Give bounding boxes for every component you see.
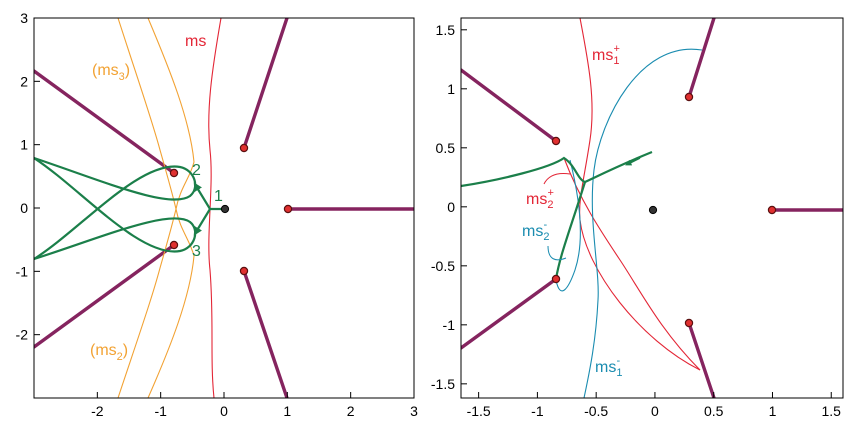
- left-origin-point: [220, 204, 230, 214]
- left-x-tick-label: 0: [220, 403, 228, 419]
- left-label-path-1: 1: [214, 188, 223, 205]
- right-x-tick-label: 1: [769, 403, 777, 419]
- right-branch-point-lower-right: [684, 318, 694, 328]
- right-x-tick-label: 0.5: [704, 403, 724, 419]
- left-y-tick-label: 0: [20, 200, 28, 216]
- left-x-tick-label: -2: [91, 403, 104, 419]
- right-ms2-minus-curve: [555, 159, 581, 292]
- right-ms1-plus-curve: [579, 18, 701, 371]
- right-ms1-minus-curve: [583, 48, 703, 398]
- right-branch-point-upper-right: [684, 92, 694, 102]
- right-plot-area: [461, 18, 843, 398]
- right-y-tick-label: 0: [447, 199, 455, 215]
- left-y-tick-label: -1: [16, 263, 29, 279]
- left-branch-point-upper-right: [239, 143, 249, 153]
- right-x-tick-label: -1.5: [467, 403, 491, 419]
- left-ms3-curve: [117, 18, 177, 210]
- right-branch-cut-lower-left: [461, 277, 558, 350]
- right-x-tick-label: 1.5: [822, 403, 842, 419]
- right-axis-ticks: -1.5 -1 -0.5 0 0.5 1 1.5 1.5 1 0.5 0 -0.5 -1 -1.5: [431, 22, 841, 419]
- left-y-tick-label: -2: [16, 327, 29, 343]
- right-label-ms1-minus: ms1-: [595, 355, 622, 379]
- left-branch-cut-upper-right: [242, 18, 289, 150]
- left-x-tick-label: 1: [283, 403, 291, 419]
- left-ms3-curve-lower: [147, 18, 195, 210]
- right-branch-point-upper-left: [551, 136, 561, 146]
- left-label-ms: ms: [185, 33, 206, 50]
- right-y-tick-label: -0.5: [431, 258, 455, 274]
- left-plot-area: [34, 18, 414, 398]
- right-ms2-minus-pointer: [547, 245, 567, 261]
- right-ms2-plus-curve: [563, 157, 701, 371]
- right-y-tick-label: -1.5: [431, 376, 455, 392]
- left-y-tick-label: 1: [20, 137, 28, 153]
- right-y-tick-label: 0.5: [436, 140, 456, 156]
- right-x-tick-label: -1: [531, 403, 544, 419]
- right-ms2-plus-pointer: [543, 173, 571, 185]
- right-steepest-path-lower: [554, 181, 587, 280]
- right-y-tick-label: 1: [447, 81, 455, 97]
- left-branch-point-right: [283, 204, 293, 214]
- left-ms2-curve-lower: [147, 208, 195, 398]
- right-label-ms2-plus: ms2+: [526, 187, 554, 211]
- right-label-ms1-plus: ms1+: [592, 43, 620, 67]
- left-label-path-2: 2: [192, 162, 201, 179]
- left-path-lower: [34, 157, 197, 261]
- right-branch-point-right: [767, 205, 777, 215]
- right-x-tick-label: -0.5: [584, 403, 608, 419]
- right-branch-cut-upper-left: [461, 68, 558, 143]
- left-y-tick-label: 3: [20, 10, 28, 26]
- left-branch-cut-upper-left: [34, 69, 176, 175]
- right-branch-cut-lower-right: [687, 321, 716, 398]
- left-branch-point-lower-right: [239, 266, 249, 276]
- left-x-tick-label: 2: [347, 403, 355, 419]
- right-origin-point: [648, 205, 658, 215]
- right-y-tick-label: 1.5: [436, 22, 456, 38]
- left-branch-point-upper-left: [169, 168, 179, 178]
- left-label-ms2: (ms2): [90, 342, 128, 363]
- left-y-tick-label: 2: [20, 73, 28, 89]
- right-y-tick-label: -1: [443, 317, 456, 333]
- left-ms2-curve: [117, 208, 177, 398]
- right-plot: -1.5 -1 -0.5 0 0.5 1 1.5 1.5 1 0.5 0 -0.5 -1 -1.5 ms1…: [431, 17, 844, 419]
- left-x-tick-label: -1: [154, 403, 167, 419]
- left-branch-cut-lower-right: [242, 269, 289, 398]
- right-path-arrow: [625, 157, 641, 166]
- right-x-tick-label: 0: [651, 403, 659, 419]
- left-x-tick-label: 3: [410, 403, 418, 419]
- right-branch-point-lower-left: [551, 274, 561, 284]
- left-path-3: [193, 208, 211, 236]
- right-plot-frame: [460, 17, 844, 399]
- left-branch-cut-lower-left: [34, 243, 176, 349]
- right-branch-cut-upper-right: [687, 18, 716, 99]
- left-label-path-3: 3: [192, 243, 201, 260]
- right-steepest-path: [461, 150, 653, 188]
- left-label-ms3: (ms3): [92, 62, 130, 83]
- left-branch-point-lower-left: [169, 240, 179, 250]
- right-label-ms2-minus: ms2-: [522, 219, 549, 243]
